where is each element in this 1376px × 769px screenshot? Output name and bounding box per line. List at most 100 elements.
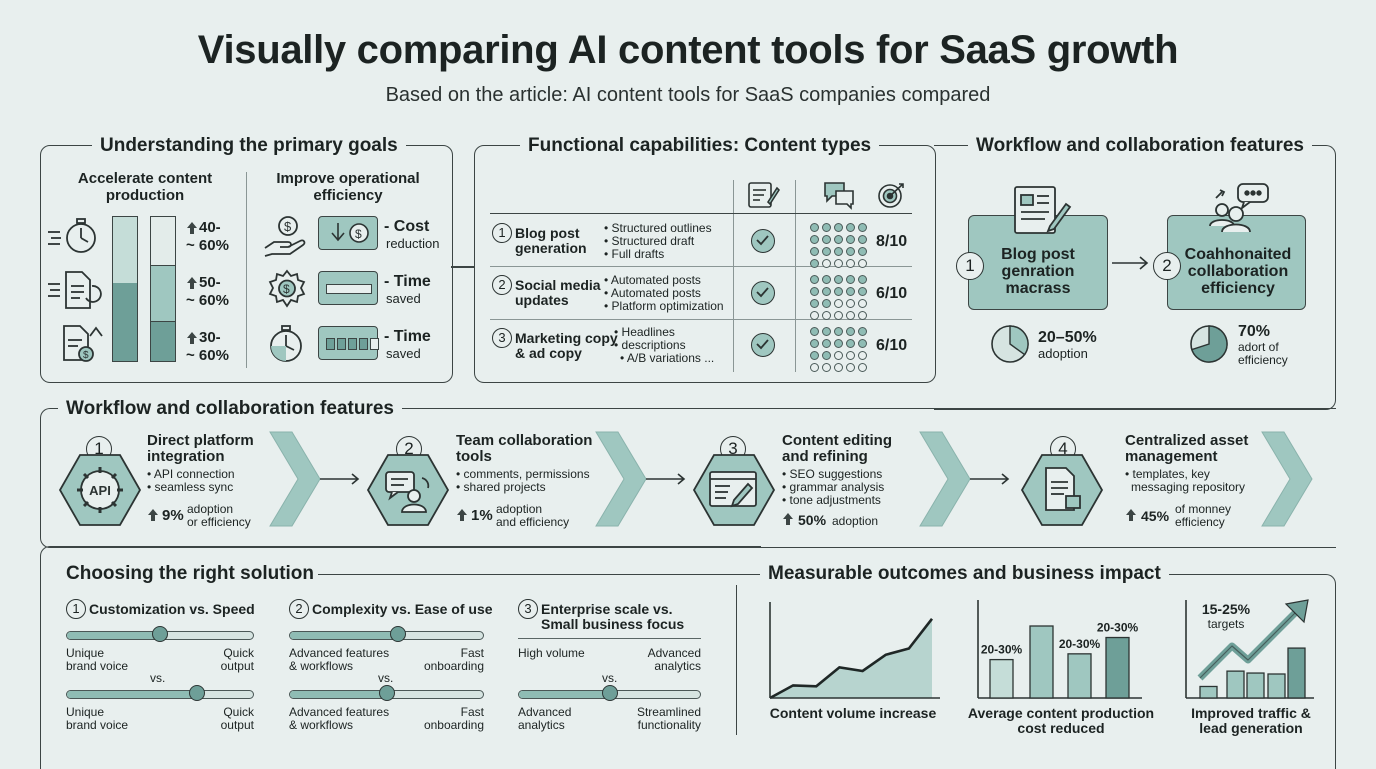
rating-dot (846, 363, 855, 372)
rating-dot (846, 259, 855, 268)
bar (1067, 653, 1092, 699)
step3-note-a: adoption (832, 514, 879, 528)
goals-col2-title: Improve operational efficiency (276, 170, 420, 204)
rating-dot (846, 287, 855, 296)
up-arrow-icon (457, 509, 467, 521)
choose-1-s2-right-b: output (220, 718, 254, 732)
rating-dot (846, 311, 855, 320)
rating-dot (858, 259, 867, 268)
cap-row1-dots (810, 223, 867, 268)
choose-2-slider-1[interactable] (289, 626, 484, 642)
rating-dot (810, 327, 819, 336)
goals-heading: Understanding the primary goals (92, 135, 406, 157)
choose-3-title-a: Enterprise scale vs. (541, 601, 673, 617)
segment-bar (326, 338, 379, 350)
svg-text:$: $ (355, 227, 362, 241)
traffic-growth-chart: 15-25%targets (1185, 599, 1314, 699)
cap-row2-name-a: Social media (515, 277, 601, 293)
choose-3-s2-right-b: functionality (637, 718, 701, 732)
api-icon-label: API (89, 483, 111, 498)
step2-bullet-2: • shared projects (456, 480, 546, 494)
slider-fill (67, 632, 160, 639)
bar (1105, 636, 1130, 699)
cap-row3-number: 3 (492, 328, 512, 348)
choose-1-slider-2[interactable] (66, 685, 254, 701)
outcomes-left-rule (736, 585, 738, 735)
goals-bar-right-mid (151, 265, 175, 323)
rating-dot (846, 351, 855, 360)
data-label: 20-30% (1097, 621, 1139, 635)
choose-2-s2-left-a: Advanced features (289, 705, 390, 719)
workflow-card-2-sub-b: efficiency (1238, 353, 1288, 367)
rating-dot (846, 275, 855, 284)
trend-arrow-head (1284, 599, 1309, 624)
choose-3-slider-2[interactable] (518, 685, 701, 701)
rating-dot (858, 311, 867, 320)
cap-row2-dots (810, 275, 867, 320)
rating-dot (834, 275, 843, 284)
slider-fill (290, 632, 399, 639)
step3-bullet-3: • tone adjustments (782, 493, 881, 507)
rating-dot (858, 275, 867, 284)
workflow-card-1-pct: 20–50% (1038, 329, 1097, 346)
cap-row1-bullet-2: • Structured draft (604, 234, 695, 248)
pie-slice (1009, 325, 1029, 356)
slider-fill (519, 691, 610, 698)
goals-bar-left (112, 216, 138, 362)
rating-dot (846, 327, 855, 336)
editor-window-icon (692, 454, 776, 526)
cap-row2-name-b: updates (515, 292, 569, 308)
goals-bar1-label-b: ~ 60% (186, 237, 229, 254)
choose-1-vs: vs. (150, 671, 166, 685)
cap-vdiv-1 (733, 180, 734, 372)
rating-dot (810, 275, 819, 284)
choose-1-s1-right-a: Quick (223, 646, 254, 660)
slider-knob[interactable] (152, 626, 168, 642)
target-icon (878, 183, 904, 208)
rating-dot (834, 259, 843, 268)
rating-dot (810, 363, 819, 372)
cap-row1-name-b: generation (515, 240, 587, 256)
slider-knob[interactable] (390, 626, 407, 642)
rating-dot (846, 339, 855, 348)
hand-coin-icon: $ (264, 216, 306, 257)
pie-chart-icon (991, 325, 1029, 363)
rating-dot (810, 223, 819, 232)
workflow-card-1-number: 1 (956, 252, 984, 280)
rating-dot (834, 247, 843, 256)
rating-dot (846, 223, 855, 232)
stopwatch-icon (270, 325, 302, 362)
step3-bullet-2: • grammar analysis (782, 480, 885, 494)
goals-bar3-label-b: ~ 60% (186, 347, 229, 364)
bar (1029, 625, 1054, 699)
rating-dot (858, 247, 867, 256)
rating-dot (846, 299, 855, 308)
slider-knob[interactable] (601, 685, 618, 701)
step2-title-b: tools (456, 448, 492, 465)
rating-dot (822, 311, 831, 320)
rating-dot (846, 247, 855, 256)
slider-knob[interactable] (378, 685, 395, 701)
choose-2-s1-right-b: onboarding (423, 659, 484, 673)
cap-row3-bullet-1: • Headlines (614, 325, 675, 339)
choose-3-s1-left-a: High volume (518, 646, 585, 660)
cap-row1-name-a: Blog post (515, 225, 580, 241)
step3-title-a: Content editing (782, 432, 892, 449)
svg-text:$: $ (83, 350, 89, 361)
workflow-card-1-line-3: macrass (1005, 280, 1071, 297)
time-saved-box (318, 271, 378, 305)
rating-dot (822, 363, 831, 372)
cap-row3-bullet-3: • A/B variations ... (620, 351, 715, 365)
cap-row1-score: 8/10 (876, 233, 908, 250)
choose-2-slider-2[interactable] (289, 685, 484, 701)
svg-text:$: $ (283, 282, 290, 296)
rating-dot (822, 287, 831, 296)
outcome-2-caption-b: cost reduced (1017, 720, 1105, 736)
choose-1-slider-1[interactable] (66, 626, 254, 642)
cap-header-rule (490, 213, 912, 215)
rating-dot (834, 223, 843, 232)
rating-dot (822, 339, 831, 348)
goals-bar-right (150, 216, 176, 362)
cap-row1-bullet-1: • Structured outlines (604, 221, 712, 235)
slider-knob[interactable] (189, 685, 206, 701)
